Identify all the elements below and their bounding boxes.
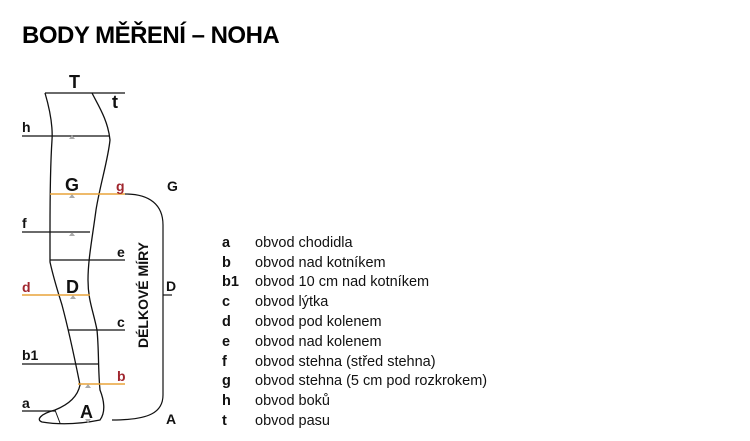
legend-item: b obvod nad kotníkem [222, 253, 487, 273]
legend-item: a obvod chodidla [222, 233, 487, 253]
legend-text: obvod boků [255, 393, 330, 410]
legend-key: a [222, 234, 231, 251]
marker-icon [70, 295, 76, 299]
legend-key: b [222, 254, 231, 271]
legend-item: t obvod pasu [222, 411, 487, 431]
label-T: T [69, 72, 80, 92]
marker-icon [69, 135, 75, 139]
legend-item: e obvod nad kolenem [222, 332, 487, 352]
legend-item: f obvod stehna (střed stehna) [222, 352, 487, 372]
legend-text: obvod pod kolenem [255, 314, 382, 331]
legend-item: c obvod lýtka [222, 292, 487, 312]
legend-text: obvod nad kolenem [255, 333, 382, 350]
marker-group [69, 135, 91, 423]
legend-key: b1 [222, 274, 239, 291]
legend-text: obvod pasu [255, 413, 330, 430]
label-d: d [22, 279, 31, 295]
legend-text: obvod stehna (střed stehna) [255, 353, 436, 370]
legend-item: h obvod boků [222, 391, 487, 411]
length-bracket [111, 193, 164, 421]
marker-icon [69, 232, 75, 236]
label-b: b [117, 368, 126, 384]
label-A-inner: A [80, 402, 93, 422]
label-e: e [117, 244, 125, 260]
legend-key: h [222, 393, 231, 410]
marker-icon [85, 419, 91, 423]
legend-item: d obvod pod kolenem [222, 312, 487, 332]
label-f: f [22, 215, 27, 231]
bracket-label: DÉLKOVÉ MÍRY [135, 241, 151, 348]
legend-key: c [222, 294, 231, 311]
label-G-inner: G [65, 175, 79, 195]
legend-key: d [222, 314, 231, 331]
legend-text: obvod 10 cm nad kotníkem [255, 274, 430, 291]
label-D-right: D [166, 278, 176, 294]
legend-key: f [222, 353, 227, 370]
legend-text: obvod nad kotníkem [255, 254, 386, 271]
label-a: a [22, 395, 30, 411]
legend-item: g obvod stehna (5 cm pod rozkrokem) [222, 372, 487, 392]
label-G-right: G [167, 178, 178, 194]
label-t: t [112, 92, 118, 112]
marker-icon [85, 384, 91, 388]
legend-text: obvod stehna (5 cm pod rozkrokem) [255, 373, 488, 390]
page-title: BODY MĚŘENÍ – NOHA [22, 22, 280, 49]
foot-line [54, 409, 61, 424]
label-h: h [22, 119, 31, 135]
legend-text: obvod lýtka [255, 294, 329, 311]
label-A-right: A [166, 411, 176, 427]
legend-key: t [222, 413, 227, 430]
legend: a obvod chodidla b obvod nad kotníkem b1 ob… [222, 233, 487, 431]
marker-icon [69, 194, 75, 198]
legend-key: g [222, 373, 231, 390]
label-c: c [117, 314, 125, 330]
leg-outline [38, 92, 111, 425]
label-g: g [116, 178, 125, 194]
label-D-inner: D [66, 277, 79, 297]
legend-text: obvod chodidla [255, 234, 353, 251]
legend-item: b1 obvod 10 cm nad kotníkem [222, 273, 487, 293]
label-b1: b1 [22, 347, 39, 363]
legend-key: e [222, 333, 231, 350]
